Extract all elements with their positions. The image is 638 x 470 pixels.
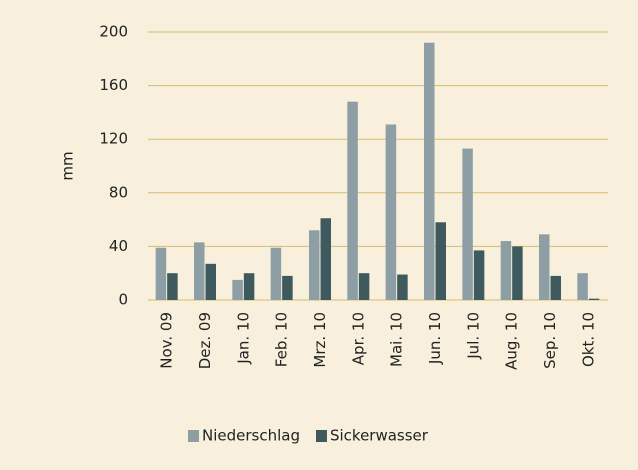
y-tick-label: 200 — [99, 23, 128, 41]
x-tick-label: Sep. 10 — [541, 312, 559, 369]
bar — [194, 242, 205, 300]
bar — [473, 250, 485, 300]
x-tick-label: Okt. 10 — [579, 312, 597, 367]
bar — [588, 298, 600, 300]
x-tick-label: Jun. 10 — [426, 312, 444, 365]
bar — [512, 246, 523, 300]
bar — [424, 42, 435, 300]
x-tick-label: Mai. 10 — [388, 312, 406, 367]
bar — [270, 247, 282, 300]
bar — [462, 148, 473, 300]
x-tick-label: Feb. 10 — [273, 312, 291, 367]
y-axis-label: mm — [59, 151, 77, 180]
bar — [500, 241, 512, 300]
bar — [385, 124, 397, 301]
bar — [232, 279, 243, 300]
y-tick-label: 120 — [99, 130, 128, 148]
bar — [167, 273, 178, 300]
bar — [539, 234, 550, 300]
legend-swatch — [188, 430, 199, 442]
x-tick-label: Jul. 10 — [464, 312, 482, 360]
bar — [282, 275, 293, 300]
bar — [309, 230, 320, 300]
bar — [435, 222, 446, 300]
x-tick-label: Aug. 10 — [503, 312, 521, 370]
bar — [243, 273, 255, 300]
bar — [577, 273, 588, 300]
bar — [205, 263, 216, 300]
y-tick-label: 160 — [99, 76, 128, 94]
x-tick-label: Mrz. 10 — [311, 312, 329, 368]
bar — [550, 275, 561, 300]
bar — [155, 247, 167, 300]
y-tick-label: 80 — [109, 183, 128, 201]
x-tick-label: Jan. 10 — [234, 312, 252, 365]
bar — [397, 274, 408, 300]
y-tick-label: 40 — [109, 237, 128, 255]
x-tick-label: Apr. 10 — [349, 312, 367, 365]
bar — [320, 218, 331, 300]
bar — [358, 273, 370, 300]
legend-label: Niederschlag — [202, 427, 300, 445]
legend-swatch — [315, 430, 327, 442]
y-tick-label: 0 — [118, 291, 128, 309]
legend-label: Sickerwasser — [330, 427, 429, 445]
x-tick-label: Dez. 09 — [196, 312, 214, 369]
bar — [347, 101, 358, 301]
x-tick-label: Nov. 09 — [158, 312, 176, 369]
